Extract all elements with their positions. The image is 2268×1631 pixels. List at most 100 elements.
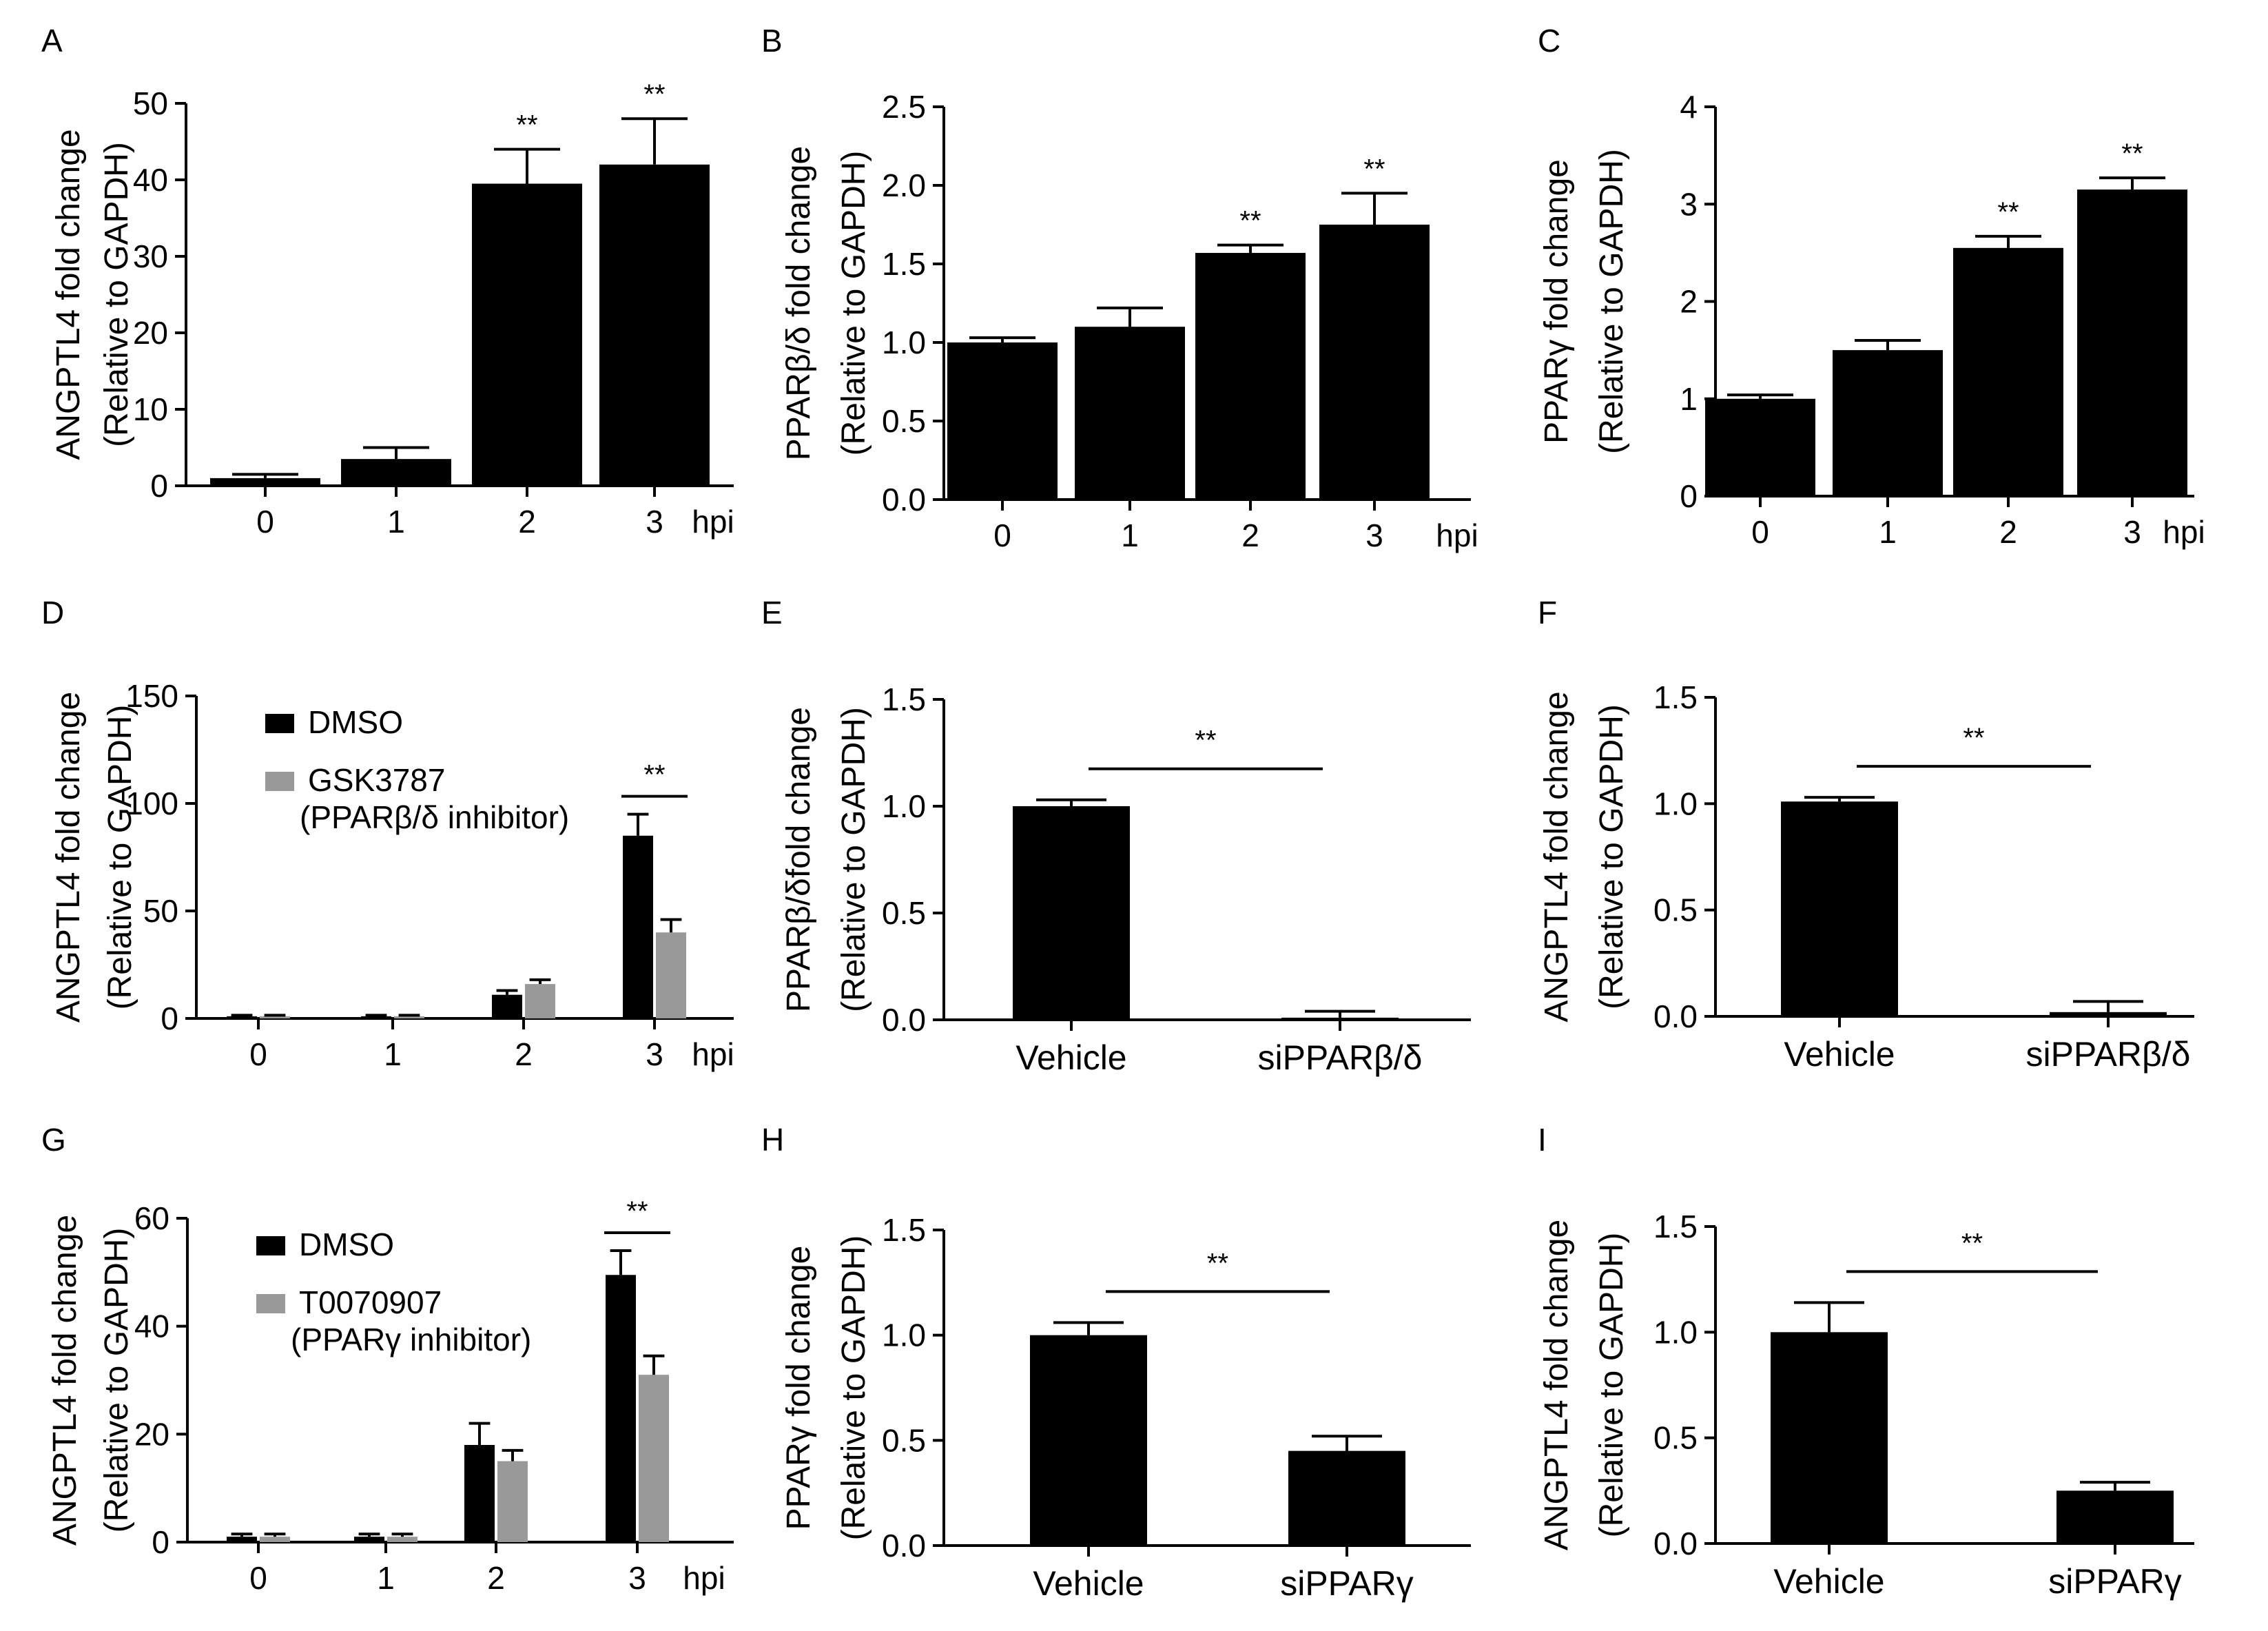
significance-mark: ** [1961, 1228, 1983, 1258]
bar-value [1195, 253, 1306, 500]
y-axis-label: ANGPTL4 fold change [47, 1215, 83, 1546]
bar-gsk3787 [394, 1016, 424, 1018]
y-tick-label: 0.0 [1653, 998, 1698, 1034]
x-tick-label: 2 [518, 504, 536, 540]
y-tick-label: 1.5 [1653, 1209, 1698, 1244]
legend-label: DMSO [308, 704, 403, 740]
x-tick-label: 3 [646, 504, 663, 540]
y-tick-label: 40 [133, 162, 168, 198]
x-tick-label: 3 [646, 1036, 663, 1072]
y-axis-label: ANGPTL4 fold change [1538, 691, 1575, 1022]
significance-mark: ** [1363, 154, 1385, 184]
x-tick-label: siPPARβ/δ [2025, 1035, 2190, 1074]
bar-dmso [227, 1537, 257, 1542]
chart-panel-c: C 0 1 2 3 4 PPARγ fold change (Relative to GAPD… [1538, 23, 2205, 550]
y-tick-label: 3 [1680, 186, 1698, 222]
legend-label: (PPARγ inhibitor) [291, 1322, 531, 1357]
chart-panel-b: B 0.0 0.5 1.0 1.5 2.0 2.5 PPARβ/δ fold change (R… [761, 23, 1478, 553]
y-axis-label: PPARβ/δfold change [781, 707, 817, 1012]
x-tick-label: 2 [1241, 517, 1259, 553]
bar-value [1288, 1450, 1405, 1546]
x-tick-label: 0 [249, 1560, 267, 1596]
bar-dmso [492, 994, 522, 1018]
y-axis-label: PPARγ fold change [1538, 159, 1575, 444]
x-tick-label: 0 [993, 517, 1011, 553]
y-tick-label: 0.0 [882, 1002, 926, 1038]
y-axis-label: ANGPTL4 fold change [1538, 1220, 1575, 1550]
y-tick-label: 0.0 [1653, 1526, 1698, 1561]
bar-dmso [606, 1275, 636, 1542]
bar-t0070907 [260, 1537, 290, 1542]
bar-value [1953, 247, 2063, 496]
legend-swatch [265, 714, 294, 733]
y-tick-label: 40 [134, 1309, 169, 1344]
x-tick-label: 0 [256, 504, 274, 540]
y-tick-label: 1.5 [882, 681, 926, 717]
y-tick-label: 20 [134, 1416, 169, 1452]
panel-label: B [761, 23, 783, 59]
panel-label: I [1538, 1122, 1547, 1158]
x-tick-label: Vehicle [1016, 1038, 1126, 1077]
significance-mark: ** [2121, 139, 2143, 169]
bar-dmso [464, 1445, 495, 1542]
significance-mark: ** [1239, 206, 1261, 236]
bar-value [2077, 189, 2187, 496]
panel-label: E [761, 595, 783, 630]
y-tick-label: 1.0 [1653, 1314, 1698, 1350]
bar-t0070907 [639, 1375, 669, 1542]
significance-mark: ** [1963, 723, 1984, 753]
y-axis-label: (Relative to GAPDH) [1594, 1233, 1630, 1538]
y-axis-label: ANGPTL4 fold change [50, 692, 87, 1023]
bar-value [599, 164, 710, 486]
x-axis-label: hpi [1436, 517, 1478, 553]
bar-gsk3787 [656, 932, 686, 1018]
x-tick-label: Vehicle [1784, 1035, 1895, 1074]
y-tick-label: 60 [134, 1200, 169, 1236]
bar-value [2056, 1490, 2174, 1543]
legend-swatch [265, 772, 294, 791]
bar-value [1771, 1332, 1888, 1543]
bar-value [1833, 350, 1943, 496]
legend-label: T0070907 [299, 1284, 442, 1320]
x-tick-label: 1 [387, 504, 405, 540]
x-tick-label: 3 [2123, 514, 2141, 550]
y-axis-label: (Relative to GAPDH) [1594, 149, 1630, 454]
panel-label: H [761, 1122, 784, 1158]
bar-value [210, 478, 320, 486]
bar-value [2050, 1012, 2167, 1016]
y-tick-label: 10 [133, 391, 168, 427]
y-axis-label: (Relative to GAPDH) [102, 705, 138, 1010]
x-tick-label: Vehicle [1033, 1564, 1144, 1603]
y-tick-label: 0 [152, 1524, 169, 1560]
y-tick-label: 0.5 [882, 895, 926, 931]
x-tick-label: siPPARβ/δ [1257, 1038, 1422, 1077]
x-tick-label: 1 [1879, 514, 1897, 550]
bar-value [1075, 327, 1185, 500]
x-tick-label: 3 [628, 1560, 646, 1596]
y-tick-label: 20 [133, 315, 168, 351]
y-tick-label: 0.0 [882, 482, 926, 517]
x-tick-label: siPPARγ [2048, 1562, 2182, 1601]
bar-dmso [227, 1016, 257, 1018]
x-tick-label: 1 [377, 1560, 395, 1596]
bar-value [1281, 1017, 1399, 1020]
bar-t0070907 [497, 1461, 528, 1542]
legend-label: (PPARβ/δ inhibitor) [300, 799, 569, 835]
chart-panel-h: H 0.0 0.5 1.0 1.5 PPARγ fold change (Relative … [761, 1122, 1471, 1603]
bar-t0070907 [387, 1537, 417, 1542]
significance-mark: ** [643, 79, 665, 110]
chart-panel-e: E 0.0 0.5 1.0 1.5 PPARβ/δfold change (Relative… [761, 595, 1471, 1077]
y-tick-label: 1.0 [1653, 786, 1698, 821]
bar-dmso [361, 1016, 391, 1018]
chart-panel-d: D 0 50 100 150 ANGPTL4 fold change (Relative t… [41, 595, 734, 1072]
y-tick-label: 2.0 [882, 167, 926, 203]
legend-swatch [256, 1236, 285, 1255]
significance-mark: ** [626, 1196, 648, 1227]
y-tick-label: 150 [125, 678, 178, 714]
y-axis-label: ANGPTL4 fold change [50, 129, 87, 460]
y-axis-label: (Relative to GAPDH) [836, 151, 872, 456]
y-tick-label: 1.0 [882, 788, 926, 824]
y-tick-label: 1.0 [882, 1317, 926, 1353]
